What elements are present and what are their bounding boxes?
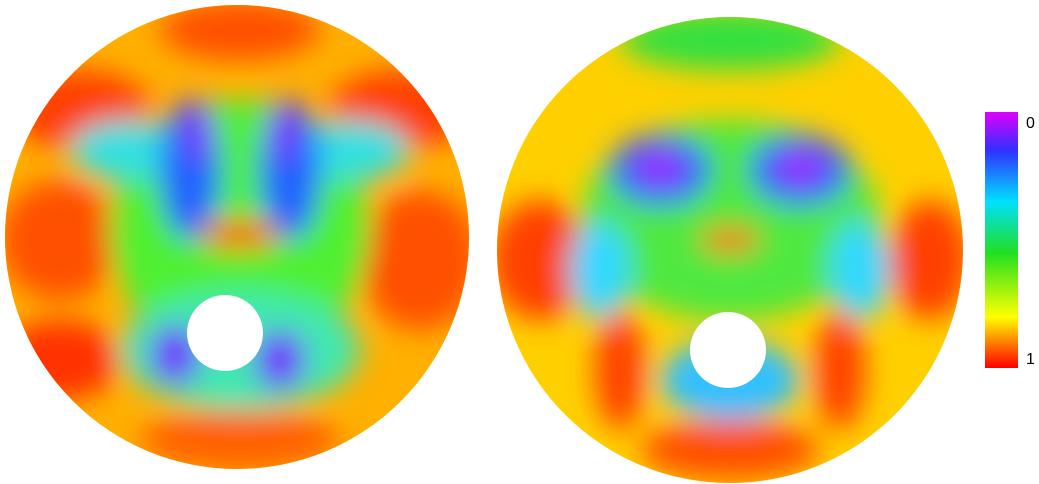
left-map (5, 5, 469, 469)
right-map (497, 17, 963, 483)
colorbar-top-label: 0 (1026, 115, 1035, 132)
colorbar (985, 112, 1018, 368)
colorbar-bottom-label: 1 (1026, 351, 1035, 368)
